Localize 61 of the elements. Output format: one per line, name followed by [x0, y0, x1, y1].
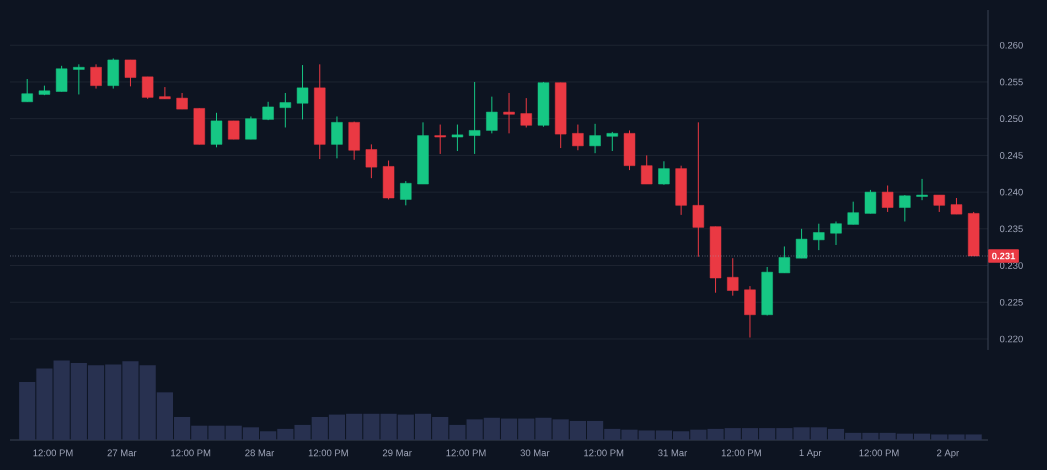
candlestick	[434, 124, 446, 155]
y-tick-label: 0.240	[999, 188, 1023, 196]
y-tick-label: 0.255	[999, 78, 1023, 86]
x-tick-label: 29 Mar	[382, 449, 412, 457]
candlestick	[813, 223, 825, 251]
candlestick	[864, 189, 877, 214]
candlestick	[141, 76, 154, 100]
candlestick	[21, 78, 33, 103]
candlestick	[331, 115, 343, 159]
candlestick	[727, 257, 739, 297]
candlestick	[572, 124, 584, 151]
x-tick-label: 12:00 PM	[584, 449, 624, 457]
candlestick	[520, 97, 532, 128]
candlestick	[692, 121, 705, 258]
candlestick	[641, 154, 653, 185]
candlestick	[881, 185, 894, 213]
candlestick	[451, 124, 464, 152]
candlestick	[606, 131, 618, 152]
y-tick-label: 0.225	[999, 298, 1023, 306]
candlestick	[589, 123, 601, 154]
y-tick-label: 0.235	[999, 225, 1023, 233]
candlestick	[847, 201, 859, 225]
x-tick-label: 27 Mar	[107, 449, 137, 457]
x-tick-label: 30 Mar	[520, 449, 550, 457]
x-tick-label: 12:00 PM	[859, 449, 899, 457]
candlestick	[400, 180, 412, 206]
x-tick-label: 12:00 PM	[33, 449, 73, 457]
candlestick	[124, 59, 137, 87]
candlestick	[916, 178, 928, 201]
y-tick-label: 0.230	[999, 262, 1023, 269]
x-tick-label: 28 Mar	[245, 449, 275, 457]
candlestick	[795, 228, 808, 259]
candlestick	[296, 64, 309, 120]
candlestick	[245, 115, 257, 140]
candlestick	[899, 194, 911, 222]
ref-line-label: 0.231	[992, 252, 1016, 260]
candlestick	[90, 63, 102, 90]
candlestick	[55, 65, 68, 93]
candlestick	[279, 92, 292, 128]
candlestick	[365, 143, 378, 179]
y-tick-label: 0.220	[999, 335, 1023, 343]
x-tick-label: 12:00 PM	[308, 449, 348, 457]
candlestick	[73, 63, 85, 95]
candlestick	[159, 86, 171, 100]
candlestick	[468, 81, 481, 155]
candlestick	[778, 245, 791, 274]
x-tick-label: 12:00 PM	[171, 449, 211, 457]
candlestick	[830, 220, 842, 246]
candlestick	[210, 112, 223, 148]
y-tick-label: 0.245	[999, 152, 1023, 159]
candlestick	[503, 92, 515, 134]
y-tick-label: 0.260	[999, 41, 1023, 49]
x-tick-label: 12:00 PM	[446, 449, 486, 457]
candlestick	[486, 96, 498, 134]
candlestick	[228, 120, 240, 140]
candlestick	[658, 160, 670, 186]
x-tick-label: 1 Apr	[799, 449, 822, 458]
x-tick-label: 2 Apr	[937, 449, 960, 459]
x-tick-label: 12:00 PM	[721, 449, 761, 457]
x-tick-label: 31 Mar	[658, 449, 688, 457]
y-tick-label: 0.250	[999, 115, 1023, 123]
